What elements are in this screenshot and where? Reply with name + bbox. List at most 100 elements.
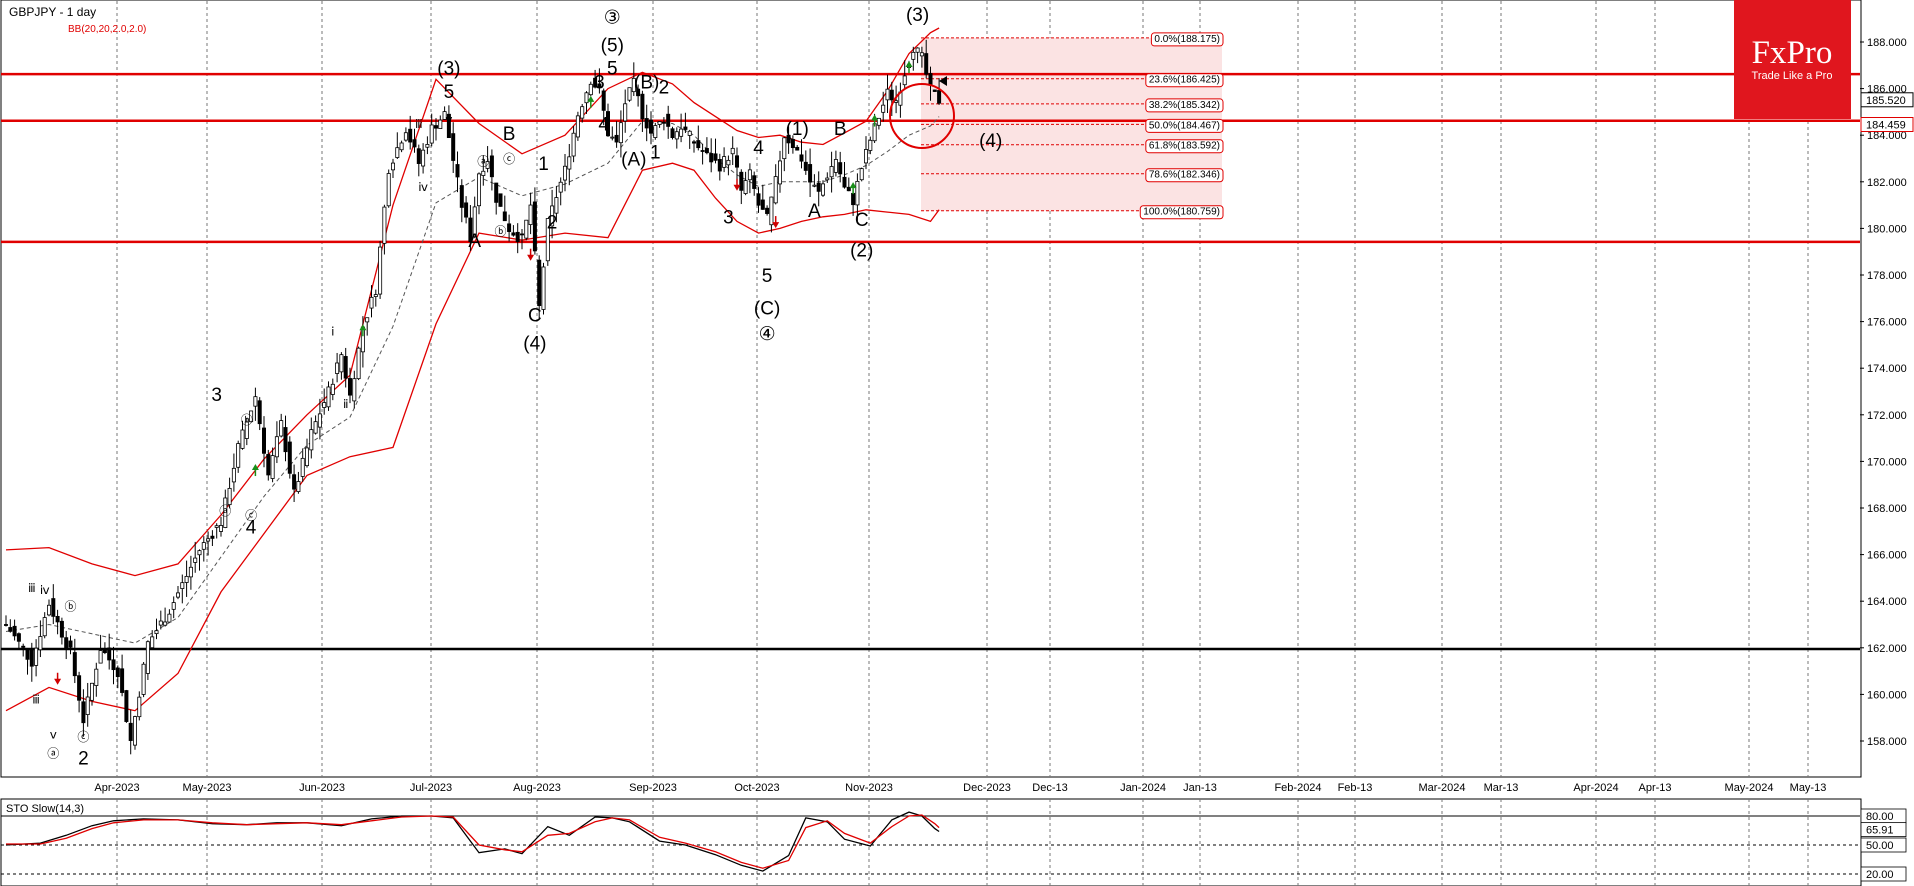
candle-body — [227, 487, 232, 506]
stoch-series-line — [6, 814, 940, 869]
wave-label: 1 — [650, 143, 661, 164]
candle-body — [489, 155, 494, 178]
candle-body — [515, 231, 520, 243]
candle-body — [184, 575, 189, 583]
candle-body — [455, 164, 460, 178]
candle-body — [726, 159, 731, 166]
y-tick-label: 184.000 — [1867, 130, 1907, 142]
stoch-tick-label: 65.91 — [1866, 825, 1894, 837]
fib-label-box — [1145, 118, 1224, 133]
candle-body — [322, 402, 327, 408]
current-bar-pointer-icon — [939, 76, 947, 86]
candle-body — [451, 133, 456, 161]
y-tick-label: 182.000 — [1867, 177, 1907, 189]
bollinger-bands — [5, 27, 940, 712]
candle-body — [855, 180, 860, 206]
candle-body — [446, 113, 451, 139]
candle-body — [274, 436, 279, 458]
candle-body — [300, 457, 305, 477]
candle-body — [137, 696, 142, 718]
candle-body — [532, 201, 537, 252]
candle-body — [541, 266, 546, 310]
candle-body — [778, 160, 783, 185]
candle-body — [25, 649, 30, 660]
buy-arrow-icon — [587, 95, 595, 102]
candle-body — [326, 386, 331, 408]
candle-body — [55, 615, 60, 623]
candle-body — [68, 640, 73, 648]
fxpro-logo-box — [1734, 0, 1851, 119]
candle-body — [481, 170, 486, 176]
candle-body — [842, 176, 847, 188]
candle-body — [236, 443, 241, 468]
candle-body — [141, 663, 146, 695]
candle-body — [507, 223, 512, 232]
candle-body — [735, 155, 740, 168]
candle-body — [12, 625, 17, 637]
candle-body — [679, 128, 684, 137]
candle-body — [919, 52, 924, 57]
candle-body — [59, 620, 64, 638]
candle-body — [851, 192, 856, 206]
candle-body — [4, 624, 9, 626]
candle-body — [102, 649, 107, 654]
candle-body — [816, 182, 821, 192]
candle-body — [85, 696, 90, 715]
candle-body — [821, 183, 826, 196]
candle-body — [111, 659, 116, 671]
candle-body — [64, 637, 69, 649]
x-tick-label: Jan-2024 — [1120, 782, 1166, 794]
wave-label: ⅰ — [331, 325, 334, 339]
candle-body — [107, 647, 112, 661]
candle-body — [464, 202, 469, 218]
candle-body — [429, 124, 434, 144]
candle-body — [421, 149, 426, 167]
candle-body — [550, 205, 555, 227]
candle-body — [47, 604, 52, 616]
wave-label: ⓑ — [64, 600, 76, 614]
candle-body — [214, 525, 219, 528]
candle-body — [868, 139, 873, 151]
candle-body — [537, 259, 542, 306]
wave-label: (3) — [437, 59, 460, 80]
x-tick-label: Sep-2023 — [629, 782, 677, 794]
x-tick-label: Aug-2023 — [513, 782, 561, 794]
candle-body — [833, 159, 838, 173]
candle-body — [829, 166, 834, 178]
buy-arrow-icon — [905, 60, 913, 67]
y-tick-label: 176.000 — [1867, 317, 1907, 329]
x-tick-label: Apr-2024 — [1573, 782, 1618, 794]
wave-label: ⓐ — [219, 504, 231, 518]
y-tick-label: 174.000 — [1867, 363, 1907, 375]
candle-body — [786, 134, 791, 144]
candle-body — [498, 193, 503, 207]
wave-label: B — [503, 124, 516, 145]
x-tick-label: Feb-2024 — [1274, 782, 1321, 794]
wave-label: (1) — [786, 119, 809, 140]
candle-body — [825, 177, 830, 181]
candle-body — [932, 89, 937, 92]
candle-body — [692, 141, 697, 144]
candle-body — [911, 51, 916, 60]
wave-labels: ③(5)534(B) 2(A) 1(3)(4)(1) B43 A C(2)5(C)④(3)… — [26, 5, 1002, 769]
candle-body — [649, 119, 654, 134]
candle-body — [472, 206, 477, 238]
candle-body — [631, 77, 636, 93]
buy-arrow-icon — [359, 324, 367, 331]
candle-body — [433, 125, 438, 129]
candle-body — [317, 413, 322, 428]
candle-body — [373, 294, 378, 297]
wave-label: 5 — [444, 82, 455, 103]
wave-label: (B) — [634, 73, 659, 94]
candle-body — [356, 347, 361, 380]
x-tick-label: Oct-2023 — [734, 782, 779, 794]
current-price-tag — [1860, 117, 1914, 133]
stoch-tick-box — [1860, 866, 1907, 882]
chart-title: GBPJPY - 1 day — [9, 5, 96, 19]
candle-body — [313, 421, 318, 434]
wave-label: ⓐ — [477, 154, 489, 168]
candle-body — [700, 150, 705, 152]
wave-label: A — [468, 231, 481, 252]
y-tick-label: 162.000 — [1867, 643, 1907, 655]
